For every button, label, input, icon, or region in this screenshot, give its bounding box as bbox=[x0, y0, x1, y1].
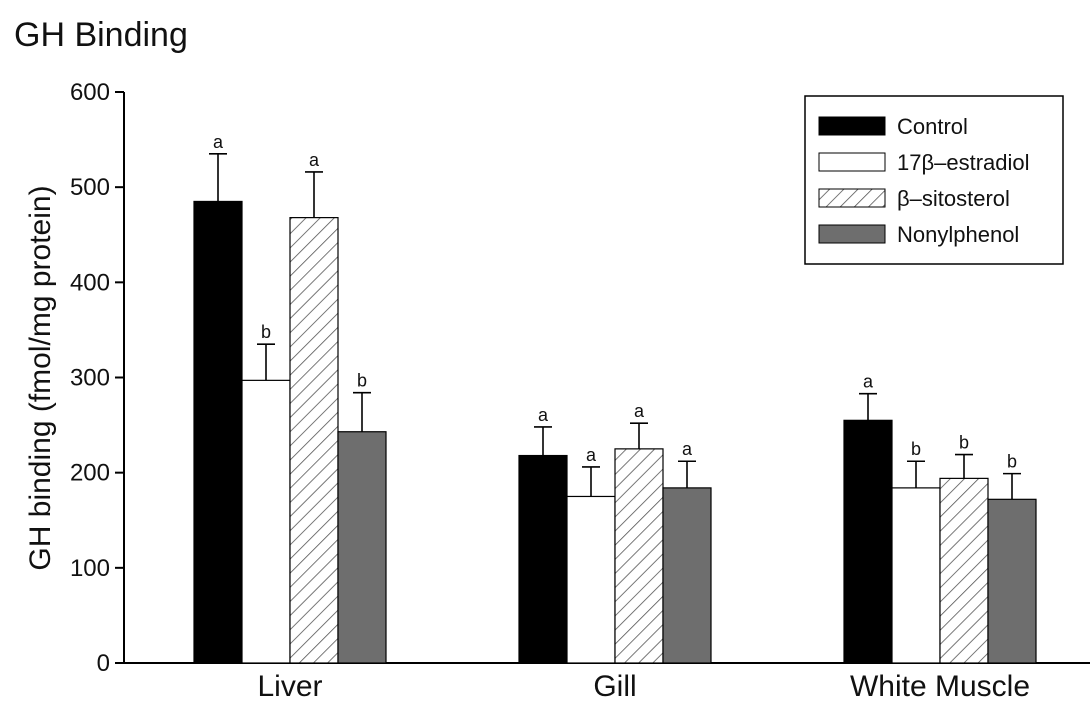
bar-17-estradiol-gill bbox=[566, 495, 616, 664]
y-tick-label: 500 bbox=[70, 174, 110, 201]
legend-swatch bbox=[818, 116, 886, 136]
x-category-label: White Muscle bbox=[850, 670, 1030, 702]
significance-label: a bbox=[538, 405, 549, 425]
bar-control-liver bbox=[193, 200, 243, 664]
bar--sitosterol-gill bbox=[614, 448, 664, 664]
legend: Control 17β–estradiol β–sitosterol Nonylphe… bbox=[804, 95, 1064, 265]
y-tick-label: 0 bbox=[97, 650, 110, 677]
y-axis-title: GH binding (fmol/mg protein) bbox=[24, 185, 57, 570]
legend-swatch bbox=[818, 188, 886, 208]
y-tick-label: 600 bbox=[70, 79, 110, 106]
legend-swatch bbox=[818, 152, 886, 172]
x-category-label: Gill bbox=[593, 670, 636, 702]
x-category-label: Liver bbox=[257, 670, 322, 702]
significance-label: a bbox=[634, 401, 645, 421]
y-tick-label: 200 bbox=[70, 460, 110, 487]
significance-label: a bbox=[586, 445, 597, 465]
bar-nonylphenol-white-muscle bbox=[987, 498, 1037, 664]
bar-17-estradiol-liver bbox=[241, 379, 291, 664]
bar-control-gill bbox=[518, 454, 568, 664]
y-tick-label: 400 bbox=[70, 269, 110, 296]
significance-label: a bbox=[682, 439, 693, 459]
y-tick-label: 300 bbox=[70, 365, 110, 392]
legend-label: Nonylphenol bbox=[897, 222, 1019, 247]
significance-label: b bbox=[911, 439, 921, 459]
significance-label: b bbox=[357, 371, 367, 391]
legend-swatch bbox=[818, 224, 886, 244]
bar--sitosterol-liver bbox=[289, 217, 339, 664]
legend-label: 17β–estradiol bbox=[897, 150, 1030, 175]
bar--sitosterol-white-muscle bbox=[939, 477, 989, 664]
significance-label: a bbox=[213, 132, 224, 152]
chart-title: GH Binding bbox=[14, 16, 188, 54]
significance-label: a bbox=[309, 150, 320, 170]
y-tick-label: 100 bbox=[70, 555, 110, 582]
bars: a b a b Liver a a a a Gill a b b b White Muscle bbox=[193, 132, 1037, 702]
bar-nonylphenol-liver bbox=[337, 431, 387, 664]
bar-control-white-muscle bbox=[843, 419, 893, 664]
legend-label: Control bbox=[897, 114, 968, 139]
bar-17-estradiol-white-muscle bbox=[891, 487, 941, 664]
significance-label: b bbox=[261, 322, 271, 342]
significance-label: b bbox=[959, 433, 969, 453]
bar-nonylphenol-gill bbox=[662, 487, 712, 664]
legend-label: β–sitosterol bbox=[897, 186, 1010, 211]
significance-label: b bbox=[1007, 452, 1017, 472]
significance-label: a bbox=[863, 372, 874, 392]
